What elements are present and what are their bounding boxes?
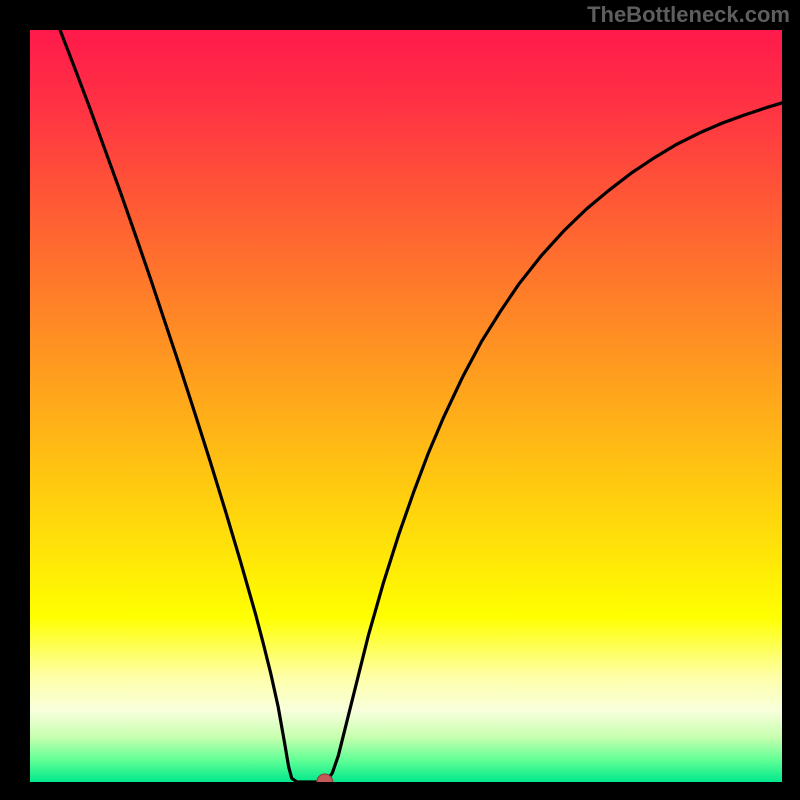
bottleneck-curve	[60, 30, 782, 782]
plot-area	[30, 30, 782, 782]
watermark-text: TheBottleneck.com	[587, 2, 790, 28]
chart-frame: TheBottleneck.com	[0, 0, 800, 800]
curve-layer	[30, 30, 782, 782]
